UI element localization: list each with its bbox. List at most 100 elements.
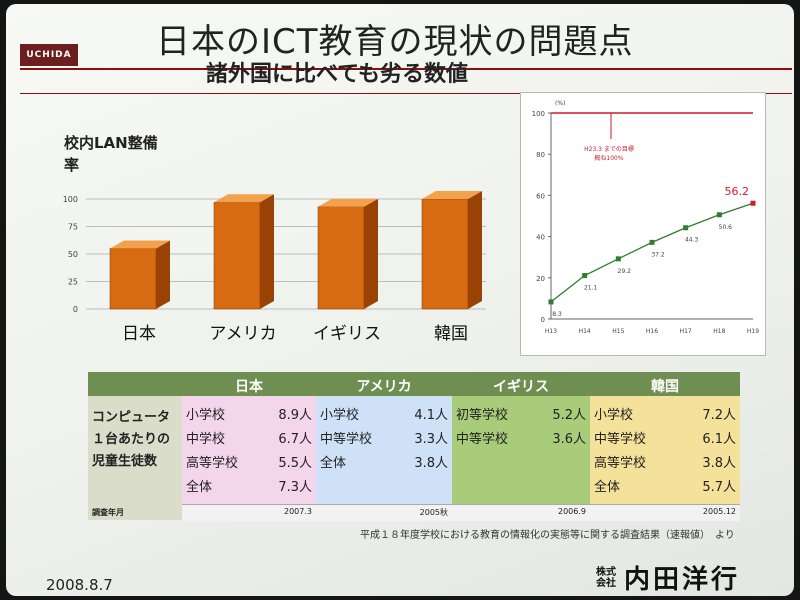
table-count-value: 3.6人 [552,432,586,447]
bar-chart-label-line1: 校内LAN整備 [64,134,158,152]
table-school-label: 全体 [320,456,347,471]
line-point [615,256,621,262]
table-country-cell [182,396,316,504]
line-point [750,200,756,206]
slide: UCHIDA 日本のICT教育の現状の問題点 諸外国に比べても劣る数値 校内LA… [6,4,794,596]
bar [213,202,261,310]
line-x-tick-label: H13 [545,328,557,335]
line-value-label: 44.3 [685,237,699,244]
line-y-tick-label: 0 [541,316,545,324]
table-count-value: 8.9人 [278,408,312,423]
table-school-label: 小学校 [594,408,634,423]
table-count-value: 7.2人 [702,408,736,423]
line-value-label: 21.1 [584,285,598,292]
line-point [716,212,722,218]
bar-side [260,194,274,309]
line-x-tick-label: H18 [713,328,725,335]
bar [109,248,157,310]
table-row-label: コンピュータ [92,410,171,425]
line-value-label: 56.2 [725,185,750,198]
company-logo: 株式 会社 内田洋行 [596,559,740,596]
bar-y-tick-label: 100 [63,195,78,204]
table-school-label: 全体 [186,480,213,495]
table-school-label: 高等学校 [186,456,239,471]
bar-top [422,191,482,199]
table-school-label: 初等学校 [456,408,509,423]
slide-date: 2008.8.7 [46,576,113,594]
table-row-label-cell [88,396,182,520]
table-count-value: 5.7人 [702,480,736,495]
table-survey-cell [452,504,590,521]
bar-top [214,194,274,203]
table-country-cell [452,396,590,504]
line-y-tick-label: 60 [536,192,545,200]
bar-chart-label-line2: 率 [64,156,80,174]
source-footnote: 平成１８年度学校における教育の情報化の実態等に関する調査結果（速報値） より [360,530,735,541]
table-count-value: 6.1人 [702,432,736,447]
page-subtitle: 諸外国に比べても劣る数値 [206,62,469,87]
table-school-label: 全体 [594,480,621,495]
table-country-header: イギリス [493,379,549,395]
table-school-label: 中等学校 [594,432,647,447]
bar-top [110,240,170,249]
line-point [548,299,554,305]
table-survey-date: 2005秋 [419,508,448,517]
company-type-line1: 株式 [596,566,616,578]
table-school-label: 小学校 [186,408,226,423]
bar-category-label: アメリカ [209,324,276,344]
table-count-value: 5.2人 [552,408,586,423]
table-count-value: 3.3人 [414,432,448,447]
bar-side [156,240,170,309]
line-y-tick-label: 80 [536,151,545,159]
line-y-tick-label: 20 [536,275,545,283]
line-point [649,239,655,245]
table-count-value: 6.7人 [278,432,312,447]
table-count-value: 4.1人 [414,408,448,423]
table-country-header: 日本 [235,379,263,395]
bar-top [318,198,378,207]
survey-date-label: 調査年月 [92,508,124,517]
table-count-value: 3.8人 [702,456,736,471]
table-row-label: 児童生徒数 [92,454,158,469]
line-y-tick-label: 100 [532,110,545,118]
bar-category-label: イギリス [313,324,381,344]
line-value-label: 8.3 [552,311,562,318]
bar-chart: 0 25 50 75 100 日本 アメリカ イギリス 韓国 [63,191,486,344]
line-value-label: 37.2 [651,251,665,258]
table-country-cell [590,396,740,504]
line-chart: (%) 0 20 40 60 80 100 H13 H14 H15 H16 H17 H18 H19 H23.… [520,92,766,356]
line-point [582,273,588,279]
line-value-label: 29.2 [618,268,632,275]
table-survey-date: 2005.12 [702,507,736,516]
table-school-label: 中等学校 [456,432,509,447]
bar-side [364,198,378,309]
table-survey-cell [182,504,316,521]
target-note-line1: H23.3 までの目標 [584,145,634,153]
bar-y-tick-label: 0 [73,305,78,314]
line-y-tick-label: 40 [536,234,545,242]
table-count-value: 7.3人 [278,480,312,495]
bar-category-label: 韓国 [434,324,468,344]
target-note-line2: 概ね100% [594,154,623,162]
company-name: 内田洋行 [624,565,741,595]
comparison-table: コンピュータ １台あたりの 児童生徒数 調査年月 日本 小学校 8.9人 中学校 6.7人 高等学… [88,372,768,522]
table-country-cell [316,396,452,504]
company-type-line2: 会社 [596,577,616,589]
table-count-value: 3.8人 [414,456,448,471]
line-x-tick-label: H15 [612,328,624,335]
table-count-value: 5.5人 [278,456,312,471]
table-survey-cell [316,504,452,521]
table-country-header: アメリカ [356,379,412,395]
table-school-label: 中学校 [186,432,226,447]
brand-logo: UCHIDA [20,44,78,66]
line-x-tick-label: H14 [579,328,591,335]
bar-y-tick-label: 50 [68,250,78,259]
table-school-label: 小学校 [320,408,360,423]
table-header-bar [88,372,740,396]
bar-y-tick-label: 75 [68,223,78,232]
bar-side [468,191,482,309]
table-school-label: 高等学校 [594,456,647,471]
line-value-label: 50.6 [719,224,733,231]
table-school-label: 中等学校 [320,432,373,447]
line-x-tick-label: H17 [680,328,692,335]
